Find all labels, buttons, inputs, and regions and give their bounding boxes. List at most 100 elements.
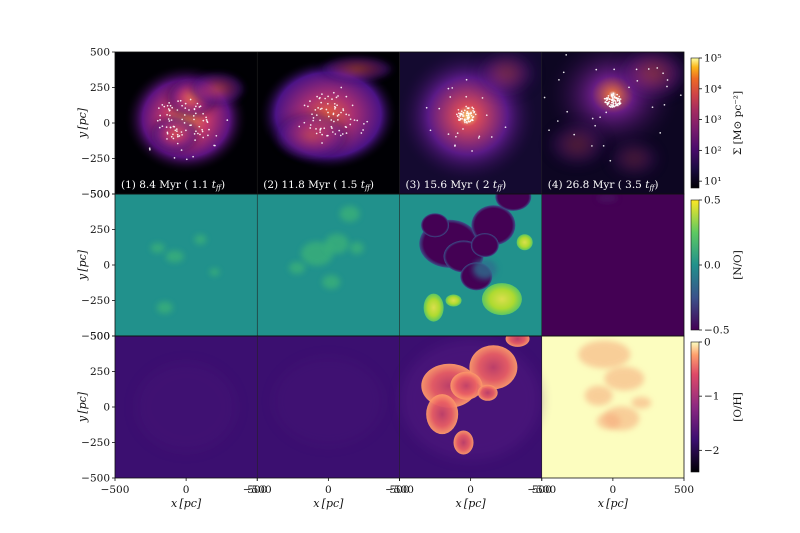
oh-solar-patch-6 [631,396,652,409]
star-particle [472,107,475,110]
oh-enriched-bubble-7 [505,336,530,347]
star-particle [618,99,621,102]
star-particle [331,98,333,100]
star-particle [614,97,617,99]
star-particle [470,114,473,117]
star-particle [461,115,464,117]
star-particle [468,121,470,123]
star-particle [172,137,175,140]
star-particle [319,119,321,122]
star-particle [456,132,459,135]
x-tick-label: −500 [101,484,130,496]
star-particle [331,131,334,133]
star-particle [166,113,168,116]
star-particle [180,131,183,133]
star-particle [188,109,190,111]
star-particle [172,133,174,136]
star-particle [181,118,184,121]
oh-enriched-bubble-3 [450,371,483,400]
star-particle [565,53,568,56]
star-particle [556,120,559,122]
oh-enriched-bubble-4 [426,394,459,435]
star-particle [337,95,339,97]
star-particle [466,118,468,121]
axes: 500 250 0 −250 −500 y [pc] 500 250 0 −250 −500 y [p… [76,47,694,511]
star-particle [459,112,461,115]
oh-faint-cloud-2 [273,357,384,446]
colorbar-tick-label: 10³ [704,114,722,126]
colorbar-3 [690,341,700,473]
star-particle [619,102,621,105]
star-particle [166,132,169,135]
star-particle [169,104,172,107]
star-particle [336,104,338,107]
star-particle [591,145,593,147]
star-particle [183,114,186,116]
star-particle [611,96,614,99]
panel-r2-c4 [541,194,684,336]
star-particle [327,111,329,114]
star-particle [612,94,615,96]
star-particle [611,99,614,102]
star-particle [613,96,616,98]
no-depleted-bubble-6 [495,194,532,211]
star-particle [466,112,468,115]
star-particle [205,118,208,121]
star-particle [207,134,209,137]
star-particle [332,91,335,94]
star-particle [614,99,616,102]
star-particle [181,104,183,107]
star-particle [349,118,352,121]
star-particle [161,104,164,106]
star-particle [199,133,201,136]
star-particle [202,112,204,115]
star-particle [464,118,466,121]
star-particle [163,105,166,108]
star-particle [307,105,309,108]
star-particle [337,113,340,116]
star-particle [566,110,569,113]
x-axis-label: x [pc] [313,497,344,510]
star-particle [468,116,470,118]
star-particle [457,112,460,115]
star-particle [615,104,618,107]
star-particle [340,86,343,89]
colorbar-tick-label: 10² [704,145,722,157]
star-particle [490,136,493,138]
no-enriched-bubble-3 [516,234,533,251]
star-particle [319,96,321,99]
oh-enriched-bubble-6 [477,384,498,401]
colorbar-tick-label: −2 [704,445,719,457]
star-particle [149,148,151,151]
star-particle [348,114,350,116]
star-particle [169,126,172,129]
star-particle [183,122,186,124]
star-particle [612,92,615,95]
star-particle [319,131,321,134]
star-particle [334,106,337,109]
star-particle [298,125,301,128]
star-particle [202,136,205,139]
star-particle [148,147,151,150]
oh-faint-cloud-1 [136,363,237,451]
snapshot-label-2: (2) 11.8 Myr ( 1.5 tff) [263,179,374,192]
star-particle [349,123,352,126]
star-particle [315,132,318,135]
star-particle [341,133,344,135]
star-particle [315,128,317,130]
no-enriched-patch-8 [339,205,360,222]
y-tick-label: −500 [81,473,110,485]
star-particle [470,112,472,115]
star-particle [197,132,199,135]
star-particle [666,79,669,81]
star-particle [610,95,613,97]
colorbar-tick-label: −1 [704,391,719,403]
no-enriched-patch-10 [322,275,341,290]
x-tick-label: 0 [467,484,474,496]
no-enriched-patch-3 [194,234,207,245]
star-particle [609,159,612,162]
star-particle [351,104,354,107]
star-particle [185,129,187,132]
star-particle [464,121,466,124]
star-particle [314,109,317,111]
